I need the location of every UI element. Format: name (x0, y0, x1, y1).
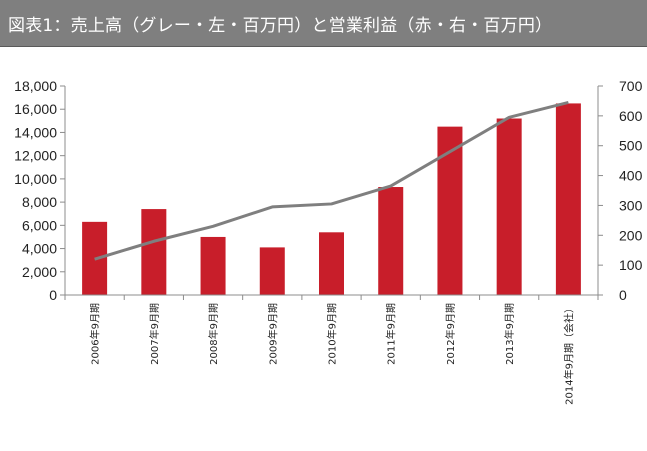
category-label-2: 2008年9月期 (207, 303, 220, 365)
bar-7 (496, 118, 522, 295)
right-tick-label-1: 100 (619, 257, 643, 273)
left-tick-label-1: 2,000 (22, 264, 57, 280)
left-tick-label-7: 14,000 (14, 124, 57, 140)
category-label-1: 2007年9月期 (148, 303, 161, 365)
right-tick-label-5: 500 (619, 138, 643, 154)
bar-3 (259, 247, 285, 295)
left-tick-label-4: 8,000 (22, 194, 57, 210)
category-label-4: 2010年9月期 (326, 303, 339, 365)
bar-5 (378, 187, 404, 295)
category-label-8: 2014年9月期（会社） (562, 303, 575, 405)
category-label-7: 2013年9月期 (503, 303, 516, 365)
bar-1 (141, 209, 167, 295)
category-label-5: 2011年9月期 (385, 303, 398, 365)
bar-2 (200, 236, 226, 295)
right-tick-label-6: 600 (619, 108, 643, 124)
right-tick-label-0: 0 (619, 287, 627, 303)
bar-4 (319, 232, 344, 295)
left-tick-label-5: 10,000 (14, 171, 57, 187)
category-label-3: 2009年9月期 (266, 303, 279, 365)
left-tick-label-8: 16,000 (14, 101, 57, 117)
bar-8 (555, 103, 581, 296)
bar-6 (437, 126, 463, 295)
left-tick-label-0: 0 (49, 287, 57, 303)
left-tick-label-2: 4,000 (22, 241, 57, 257)
right-tick-label-4: 400 (619, 168, 643, 184)
chart-title: 図表1：売上高（グレー・左・百万円）と営業利益（赤・右・百万円） (8, 15, 553, 36)
left-tick-label-3: 6,000 (22, 217, 57, 233)
right-tick-label-2: 200 (619, 227, 643, 243)
title-bar: 図表1：売上高（グレー・左・百万円）と営業利益（赤・右・百万円） (0, 0, 647, 47)
category-label-6: 2012年9月期 (444, 303, 457, 365)
category-label-0: 2006年9月期 (89, 303, 102, 365)
left-tick-label-6: 12,000 (14, 148, 57, 164)
left-tick-label-9: 18,000 (14, 78, 57, 94)
right-tick-label-7: 700 (619, 78, 643, 94)
right-tick-label-3: 300 (619, 197, 643, 213)
